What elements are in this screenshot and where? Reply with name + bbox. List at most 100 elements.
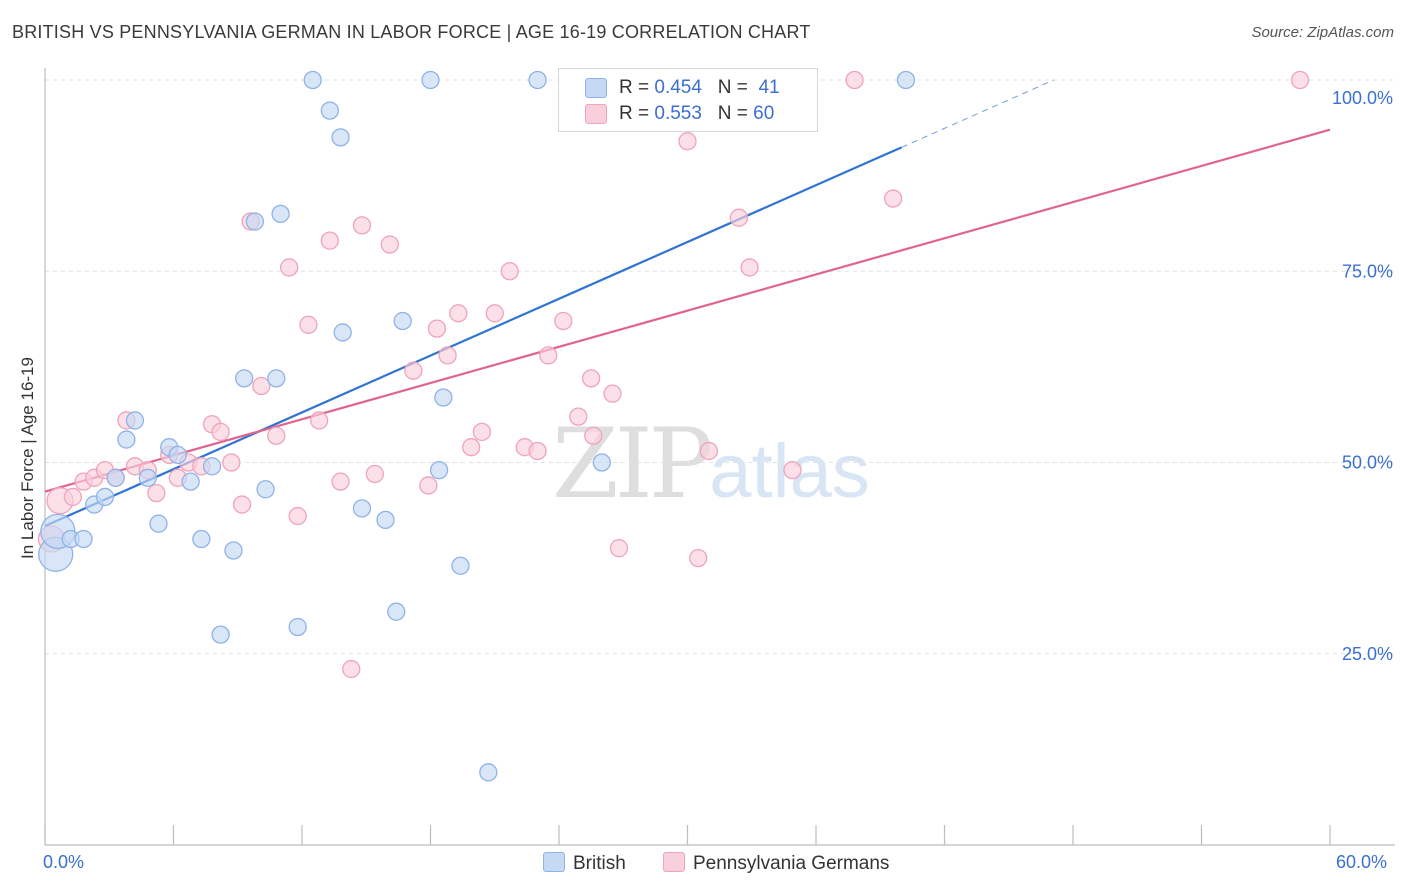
british-point — [138, 468, 157, 487]
penn-point — [331, 472, 350, 491]
bottom-legend-british: British — [543, 852, 626, 875]
y-tick-label: 75.0% — [1342, 261, 1393, 281]
y-tick-label: 50.0% — [1342, 453, 1393, 473]
y-tick-label: 25.0% — [1342, 644, 1393, 664]
penn-point — [63, 487, 82, 507]
penn-point — [554, 311, 573, 331]
penn-point — [603, 384, 622, 403]
penn-n-value: 60 — [753, 103, 775, 124]
british-point — [421, 70, 440, 90]
british-point — [74, 529, 93, 549]
y-tick-labels: 25.0% 50.0% 75.0% 100.0% — [1332, 88, 1393, 664]
penn-point — [342, 659, 361, 679]
penn-point — [449, 304, 468, 323]
penn-point — [845, 70, 864, 90]
british-point — [376, 510, 395, 530]
penn-r-value: 0.553 — [654, 103, 702, 124]
british-r-label: R = — [619, 77, 650, 98]
penn-point — [1290, 70, 1310, 90]
british-point — [192, 529, 211, 549]
british-point — [117, 430, 136, 449]
penn-point — [279, 258, 299, 277]
penn-point — [462, 438, 481, 457]
penn-point — [365, 464, 384, 484]
bottom-british-label: British — [573, 853, 626, 874]
penn-point — [528, 441, 547, 461]
penn-point — [320, 231, 339, 250]
british-point — [168, 445, 187, 465]
british-point — [479, 763, 498, 782]
british-point — [149, 514, 168, 533]
british-r-value: 0.454 — [654, 77, 702, 98]
british-point — [393, 311, 412, 331]
penn-point — [783, 460, 802, 480]
british-point — [331, 128, 350, 147]
british-point — [202, 457, 222, 476]
penn-point — [147, 483, 166, 503]
penn-point — [419, 476, 438, 495]
correlation-legend: R = 0.454 N = 41 R = 0.553 N = 60 — [558, 68, 818, 132]
point-layer — [37, 70, 1310, 782]
british-point — [211, 625, 230, 644]
penn-point — [222, 453, 241, 472]
british-point — [95, 487, 115, 507]
penn-point — [404, 361, 423, 380]
chart-title: BRITISH VS PENNSYLVANIA GERMAN IN LABOR … — [12, 22, 811, 42]
penn-point — [569, 407, 588, 426]
british-point — [333, 323, 352, 342]
penn-swatch — [585, 104, 607, 124]
british-point — [429, 460, 449, 480]
bottom-british-swatch — [543, 852, 565, 872]
penn-point — [288, 506, 307, 526]
british-point — [434, 388, 453, 407]
legend-british-text: R = 0.454 N = 41 — [619, 77, 780, 99]
british-point — [106, 468, 125, 487]
penn-point — [267, 426, 286, 445]
penn-point — [581, 369, 601, 388]
british-point — [528, 70, 547, 90]
penn-point — [740, 258, 759, 277]
y-axis-title: In Labor Force | Age 16-19 — [18, 357, 37, 559]
penn-point — [299, 315, 318, 334]
penn-point — [252, 376, 271, 396]
penn-trend-line — [44, 128, 1331, 493]
legend-penn-text: R = 0.553 N = 60 — [619, 103, 774, 125]
watermark: ZIPatlas — [552, 408, 870, 520]
british-n-label: N = — [717, 77, 748, 98]
penn-point — [539, 346, 558, 365]
penn-point — [427, 319, 447, 338]
penn-point — [485, 304, 504, 323]
penn-point — [678, 132, 697, 151]
x-tick-label-max: 60.0% — [1336, 852, 1388, 872]
penn-point — [689, 548, 708, 568]
penn-point — [699, 441, 719, 461]
x-tick-label-min: 0.0% — [43, 852, 85, 872]
british-point — [235, 369, 254, 388]
penn-point — [609, 539, 629, 558]
british-point — [387, 602, 406, 621]
penn-point — [211, 422, 230, 442]
british-point — [451, 556, 470, 575]
grid-layer — [45, 79, 1395, 655]
penn-point — [729, 208, 749, 227]
british-point — [181, 472, 200, 491]
penn-point — [883, 189, 903, 208]
watermark-zip: ZIP — [552, 408, 713, 520]
axis-layer — [44, 68, 1395, 846]
penn-point — [584, 426, 603, 445]
penn-point — [352, 216, 372, 235]
penn-point — [500, 262, 519, 281]
british-trend-line — [44, 146, 903, 528]
british-point — [271, 204, 290, 224]
british-point — [592, 453, 611, 472]
penn-point — [309, 411, 329, 430]
british-point — [125, 411, 145, 430]
penn-point — [232, 495, 252, 514]
british-point — [245, 212, 265, 231]
british-trend-extension — [901, 79, 1054, 148]
british-point — [320, 101, 339, 120]
penn-r-label: R = — [619, 103, 650, 124]
british-point — [267, 369, 286, 388]
british-point — [256, 480, 275, 499]
